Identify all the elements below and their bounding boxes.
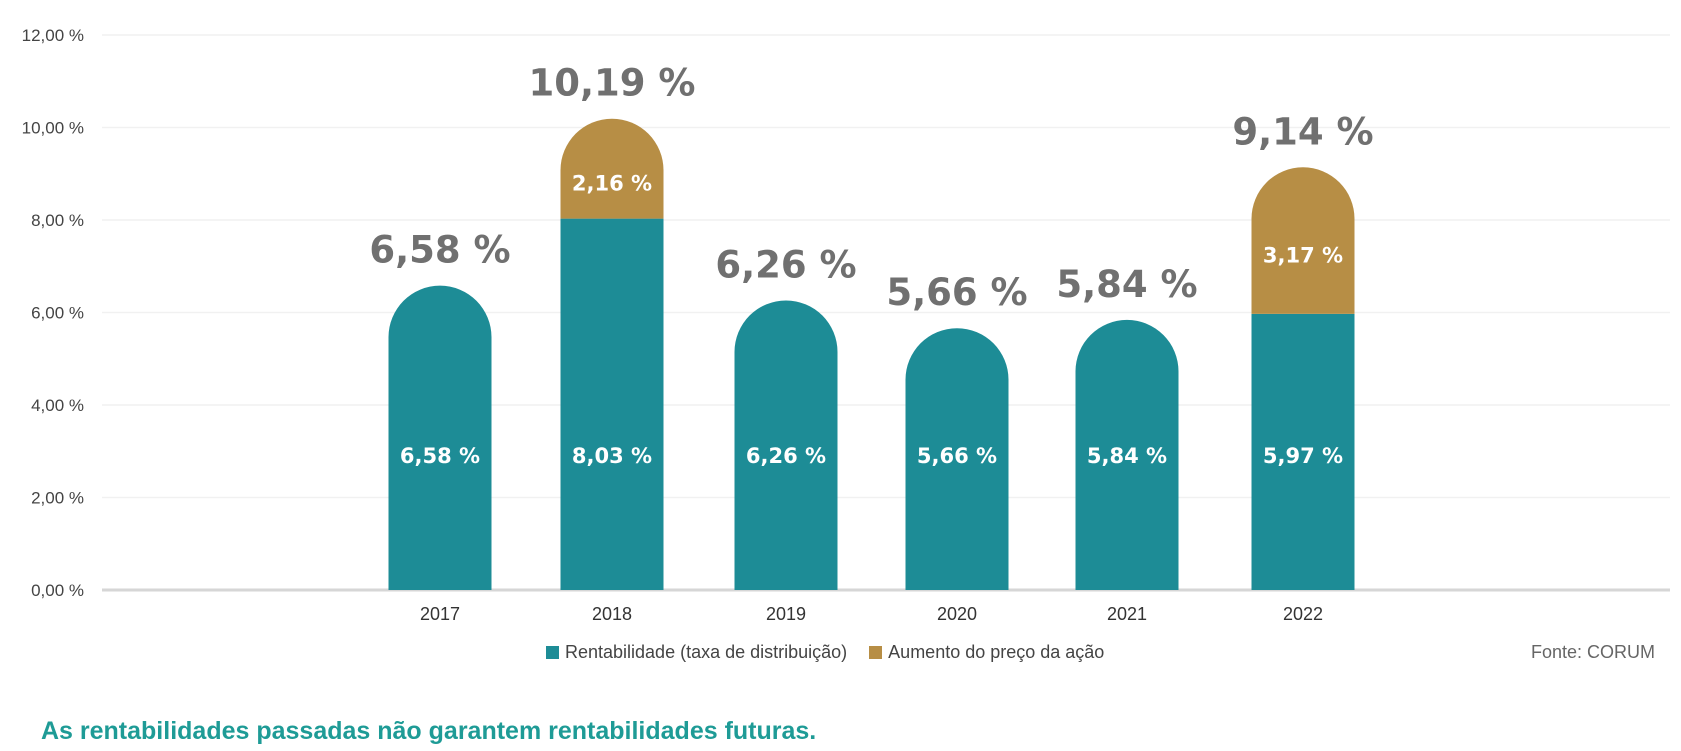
- bar-rentabilidade-2019: [734, 300, 838, 590]
- bar-total-label: 5,84 %: [1056, 263, 1197, 306]
- y-tick-label: 4,00 %: [31, 396, 84, 415]
- chart: 0,00 % 2,00 % 4,00 % 6,00 % 8,00 % 10,00 % 12,…: [22, 26, 1670, 624]
- y-tick-label: 12,00 %: [22, 26, 84, 45]
- bar-increase-label: 2,16 %: [572, 172, 652, 196]
- x-axis: 2017 2018 2019 2020 2021 2022: [420, 604, 1323, 624]
- y-tick-label: 10,00 %: [22, 119, 84, 138]
- bar-rentabilidade-2017: [388, 285, 492, 590]
- grid-lines: [102, 34, 1670, 592]
- bar-value-label: 8,03 %: [572, 444, 652, 468]
- y-tick-label: 2,00 %: [31, 489, 84, 508]
- x-tick-label: 2017: [420, 604, 460, 624]
- bar-total-label: 5,66 %: [886, 271, 1027, 314]
- bar-value-label: 6,58 %: [400, 444, 480, 468]
- bar-total-label: 6,58 %: [369, 229, 510, 272]
- x-tick-label: 2020: [937, 604, 977, 624]
- legend-label-aumento: Aumento do preço da ação: [888, 642, 1105, 662]
- bars: [388, 118, 1355, 591]
- bar-rentabilidade-2020: [905, 328, 1009, 590]
- legend-swatch-rentabilidade: [546, 646, 559, 659]
- bar-rentabilidade-2022: [1251, 313, 1355, 590]
- bar-total-label: 10,19 %: [529, 62, 696, 105]
- bar-total-label: 6,26 %: [715, 243, 856, 286]
- bar-value-label: 5,66 %: [917, 444, 997, 468]
- disclaimer-note: As rentabilidades passadas não garantem …: [41, 717, 817, 745]
- y-tick-label: 8,00 %: [31, 211, 84, 230]
- y-tick-label: 0,00 %: [31, 581, 84, 600]
- source-label: Fonte: CORUM: [1530, 642, 1655, 662]
- bar-value-label: 5,84 %: [1087, 444, 1167, 468]
- data-labels: 6,58 % 6,58 % 8,03 % 2,16 % 10,19 % 6,26 % 6,2…: [369, 62, 1373, 468]
- bar-rentabilidade-2018: [560, 218, 664, 591]
- legend-label-rentabilidade: Rentabilidade (taxa de distribuição): [565, 642, 848, 662]
- bar-rentabilidade-2021: [1075, 319, 1179, 590]
- y-tick-label: 6,00 %: [31, 304, 84, 323]
- bar-value-label: 6,26 %: [746, 444, 826, 468]
- bar-total-label: 9,14 %: [1232, 110, 1373, 153]
- x-tick-label: 2019: [766, 604, 806, 624]
- x-tick-label: 2021: [1107, 604, 1147, 624]
- bar-increase-label: 3,17 %: [1263, 244, 1343, 268]
- legend: Rentabilidade (taxa de distribuição) Aum…: [546, 642, 1126, 663]
- x-tick-label: 2022: [1283, 604, 1323, 624]
- bar-aumento-2018: [560, 118, 664, 219]
- legend-item-rentabilidade: Rentabilidade (taxa de distribuição): [546, 642, 847, 663]
- bar-aumento-2022: [1251, 167, 1355, 314]
- x-tick-label: 2018: [592, 604, 632, 624]
- legend-swatch-aumento: [869, 646, 883, 659]
- bar-value-label: 5,97 %: [1263, 444, 1343, 468]
- legend-item-aumento: Aumento do preço da ação: [869, 642, 1104, 663]
- y-axis: 0,00 % 2,00 % 4,00 % 6,00 % 8,00 % 10,00 % 12,…: [22, 26, 84, 600]
